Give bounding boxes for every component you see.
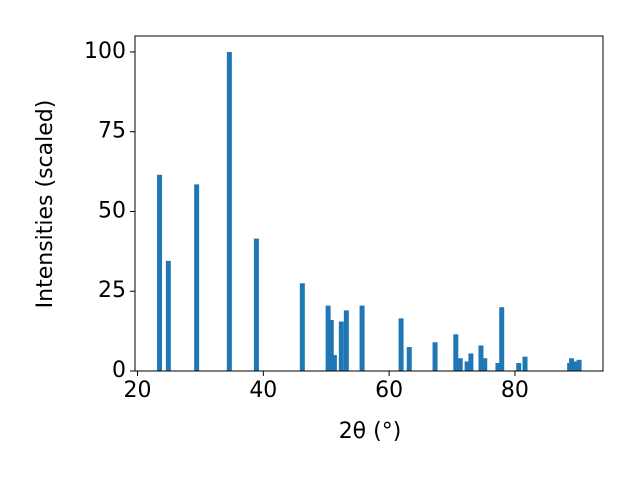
bar xyxy=(495,363,501,371)
bar xyxy=(343,310,349,371)
y-tick-label: 25 xyxy=(98,278,126,303)
bar xyxy=(432,342,438,371)
y-tick-label: 50 xyxy=(98,198,126,223)
bar xyxy=(338,321,344,371)
bar xyxy=(453,334,459,371)
bar xyxy=(522,356,528,371)
bar xyxy=(468,353,474,371)
bar xyxy=(499,307,505,371)
plot-frame xyxy=(134,35,604,372)
bar xyxy=(398,318,404,371)
x-tick-label: 80 xyxy=(501,378,529,403)
bar xyxy=(406,347,412,371)
x-tick-label: 40 xyxy=(249,378,277,403)
bar xyxy=(325,305,331,371)
y-axis-label: Intensities (scaled) xyxy=(33,100,58,309)
x-tick-label: 60 xyxy=(375,378,403,403)
bar xyxy=(464,361,470,371)
bar xyxy=(299,283,305,371)
bar xyxy=(226,51,232,371)
bar xyxy=(328,319,334,371)
x-tick-label: 20 xyxy=(124,378,152,403)
y-tick-label: 100 xyxy=(84,39,126,64)
bar xyxy=(253,238,259,371)
bar xyxy=(516,363,522,371)
bar xyxy=(331,355,337,371)
bar xyxy=(457,358,463,371)
x-axis-label: 2θ (°) xyxy=(339,419,402,444)
y-tick-label: 75 xyxy=(98,119,126,144)
y-tick-label: 0 xyxy=(112,358,126,383)
bar xyxy=(478,345,484,371)
bar xyxy=(569,358,575,371)
bar xyxy=(482,358,488,371)
bar xyxy=(165,260,171,371)
bar xyxy=(572,361,578,371)
bar xyxy=(194,184,200,371)
bar xyxy=(359,305,365,371)
bar xyxy=(576,359,582,371)
bar xyxy=(157,174,163,371)
